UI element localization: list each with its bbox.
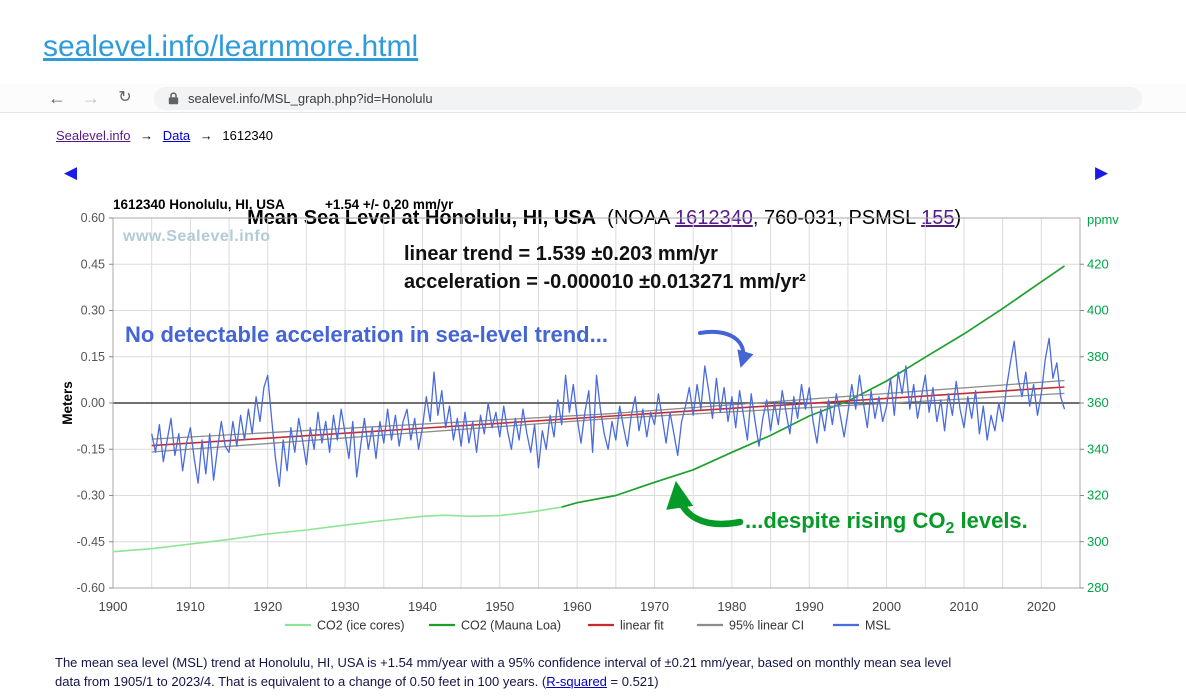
y-left-tick: -0.15 — [77, 442, 106, 456]
learnmore-link[interactable]: sealevel.info/learnmore.html — [43, 30, 419, 63]
breadcrumb: Sealevel.info → Data → 1612340 — [56, 128, 273, 143]
y-left-tick: -0.30 — [77, 489, 106, 503]
legend: CO2 (ice cores) CO2 (Mauna Loa) linear fit… — [285, 619, 891, 633]
chart-header-trend: +1.54 +/- 0.20 mm/yr — [325, 197, 454, 212]
y-right-tick: 280 — [1087, 580, 1109, 595]
stats-annotation-line2: acceleration = -0.000010 ±0.013271 mm/yr… — [404, 271, 806, 293]
y-left-tick: -0.45 — [77, 535, 106, 549]
y-left-tick: 0.15 — [81, 350, 105, 364]
y-left-tick: -0.60 — [77, 581, 106, 595]
y-right-tick: 420 — [1087, 256, 1109, 271]
legend-label: CO2 (Mauna Loa) — [461, 619, 561, 633]
breadcrumb-station-id: 1612340 — [222, 128, 274, 143]
legend-label: MSL — [865, 619, 891, 633]
breadcrumb-home-link[interactable]: Sealevel.info — [56, 128, 131, 143]
legend-label: CO2 (ice cores) — [317, 619, 405, 633]
stats-annotation-line1: linear trend = 1.539 ±0.203 mm/yr — [404, 243, 718, 265]
y-right-tick: 340 — [1087, 441, 1109, 456]
ci-lower-line — [151, 392, 1065, 453]
x-tick: 2020 — [1027, 599, 1056, 614]
msl-co2-chart: 0.60 0.45 0.30 0.15 0.00 -0.15 -0.30 -0.45 -0.60… — [60, 197, 1119, 633]
x-tick: 1980 — [717, 599, 746, 614]
prev-station-arrow[interactable]: ◀ — [64, 163, 78, 182]
y-left-tick: 0.45 — [81, 257, 105, 271]
url-text: sealevel.info/MSL_graph.php?id=Honolulu — [188, 90, 433, 106]
x-tick: 1990 — [795, 599, 824, 614]
footer-summary: The mean sea level (MSL) trend at Honolu… — [55, 653, 1175, 691]
x-tick: 1960 — [563, 599, 592, 614]
co2-ice-cores-line — [112, 506, 562, 553]
chart-header-station: 1612340 Honolulu, HI, USA — [113, 197, 285, 212]
x-tick: 1940 — [408, 599, 437, 614]
x-tick: 1930 — [331, 599, 360, 614]
co2-maunaloa-line — [561, 265, 1065, 508]
address-bar[interactable]: sealevel.info/MSL_graph.php?id=Honolulu — [154, 86, 1142, 110]
browser-back-icon[interactable]: ← — [48, 88, 66, 108]
breadcrumb-separator: → — [199, 128, 213, 143]
x-tick: 1900 — [99, 599, 128, 614]
next-station-arrow[interactable]: ▶ — [1095, 163, 1109, 182]
x-tick: 1920 — [253, 599, 282, 614]
y-left-tick: 0.60 — [81, 211, 105, 225]
y-right-tick: 360 — [1087, 395, 1109, 410]
left-axis-label: Meters — [60, 381, 75, 425]
legend-label: 95% linear CI — [729, 619, 804, 633]
blue-annotation-text: No detectable acceleration in sea-level … — [125, 322, 608, 347]
x-tick: 1910 — [176, 599, 205, 614]
y-left-tick: 0.00 — [81, 396, 105, 410]
y-right-tick: 300 — [1087, 534, 1109, 549]
green-annotation-text: ...despite rising CO2 levels. — [745, 508, 1028, 537]
right-axis-label: ppmv — [1087, 212, 1119, 227]
green-annotation-arrow — [666, 480, 744, 528]
footer-line2-end: = 0.521) — [606, 674, 659, 689]
chart-grid — [113, 218, 1080, 588]
lock-icon — [168, 91, 179, 105]
browser-reload-icon[interactable]: ↻ — [118, 89, 132, 106]
axes: 0.60 0.45 0.30 0.15 0.00 -0.15 -0.30 -0.45 -0.60… — [60, 211, 1119, 614]
footer-line2: data from 1905/1 to 2023/4. That is equi… — [55, 674, 547, 689]
y-right-tick: 320 — [1087, 488, 1109, 503]
watermark: www.Sealevel.info — [122, 228, 271, 245]
browser-toolbar: ← → ↻ sealevel.info/MSL_graph.php?id=Hon… — [0, 84, 1186, 113]
msl-series-line — [151, 337, 1066, 487]
y-right-tick: 380 — [1087, 349, 1109, 364]
breadcrumb-data-link[interactable]: Data — [162, 128, 191, 143]
x-tick: 2010 — [949, 599, 978, 614]
y-right-tick: 400 — [1087, 303, 1109, 318]
y-left-tick: 0.30 — [81, 304, 105, 318]
blue-annotation-arrow — [698, 329, 754, 368]
ci-upper-line — [151, 379, 1065, 440]
x-tick: 1970 — [640, 599, 669, 614]
r-squared-link[interactable]: R-squared — [546, 674, 607, 689]
breadcrumb-separator: → — [140, 128, 154, 143]
x-tick: 2000 — [872, 599, 901, 614]
station-title-bar: ◀ Mean Sea Level at Honolulu, HI, USA (N… — [0, 161, 1186, 229]
browser-forward-icon[interactable]: → — [82, 88, 100, 108]
x-tick: 1950 — [485, 599, 514, 614]
legend-label: linear fit — [620, 619, 664, 633]
footer-line1: The mean sea level (MSL) trend at Honolu… — [55, 655, 952, 670]
